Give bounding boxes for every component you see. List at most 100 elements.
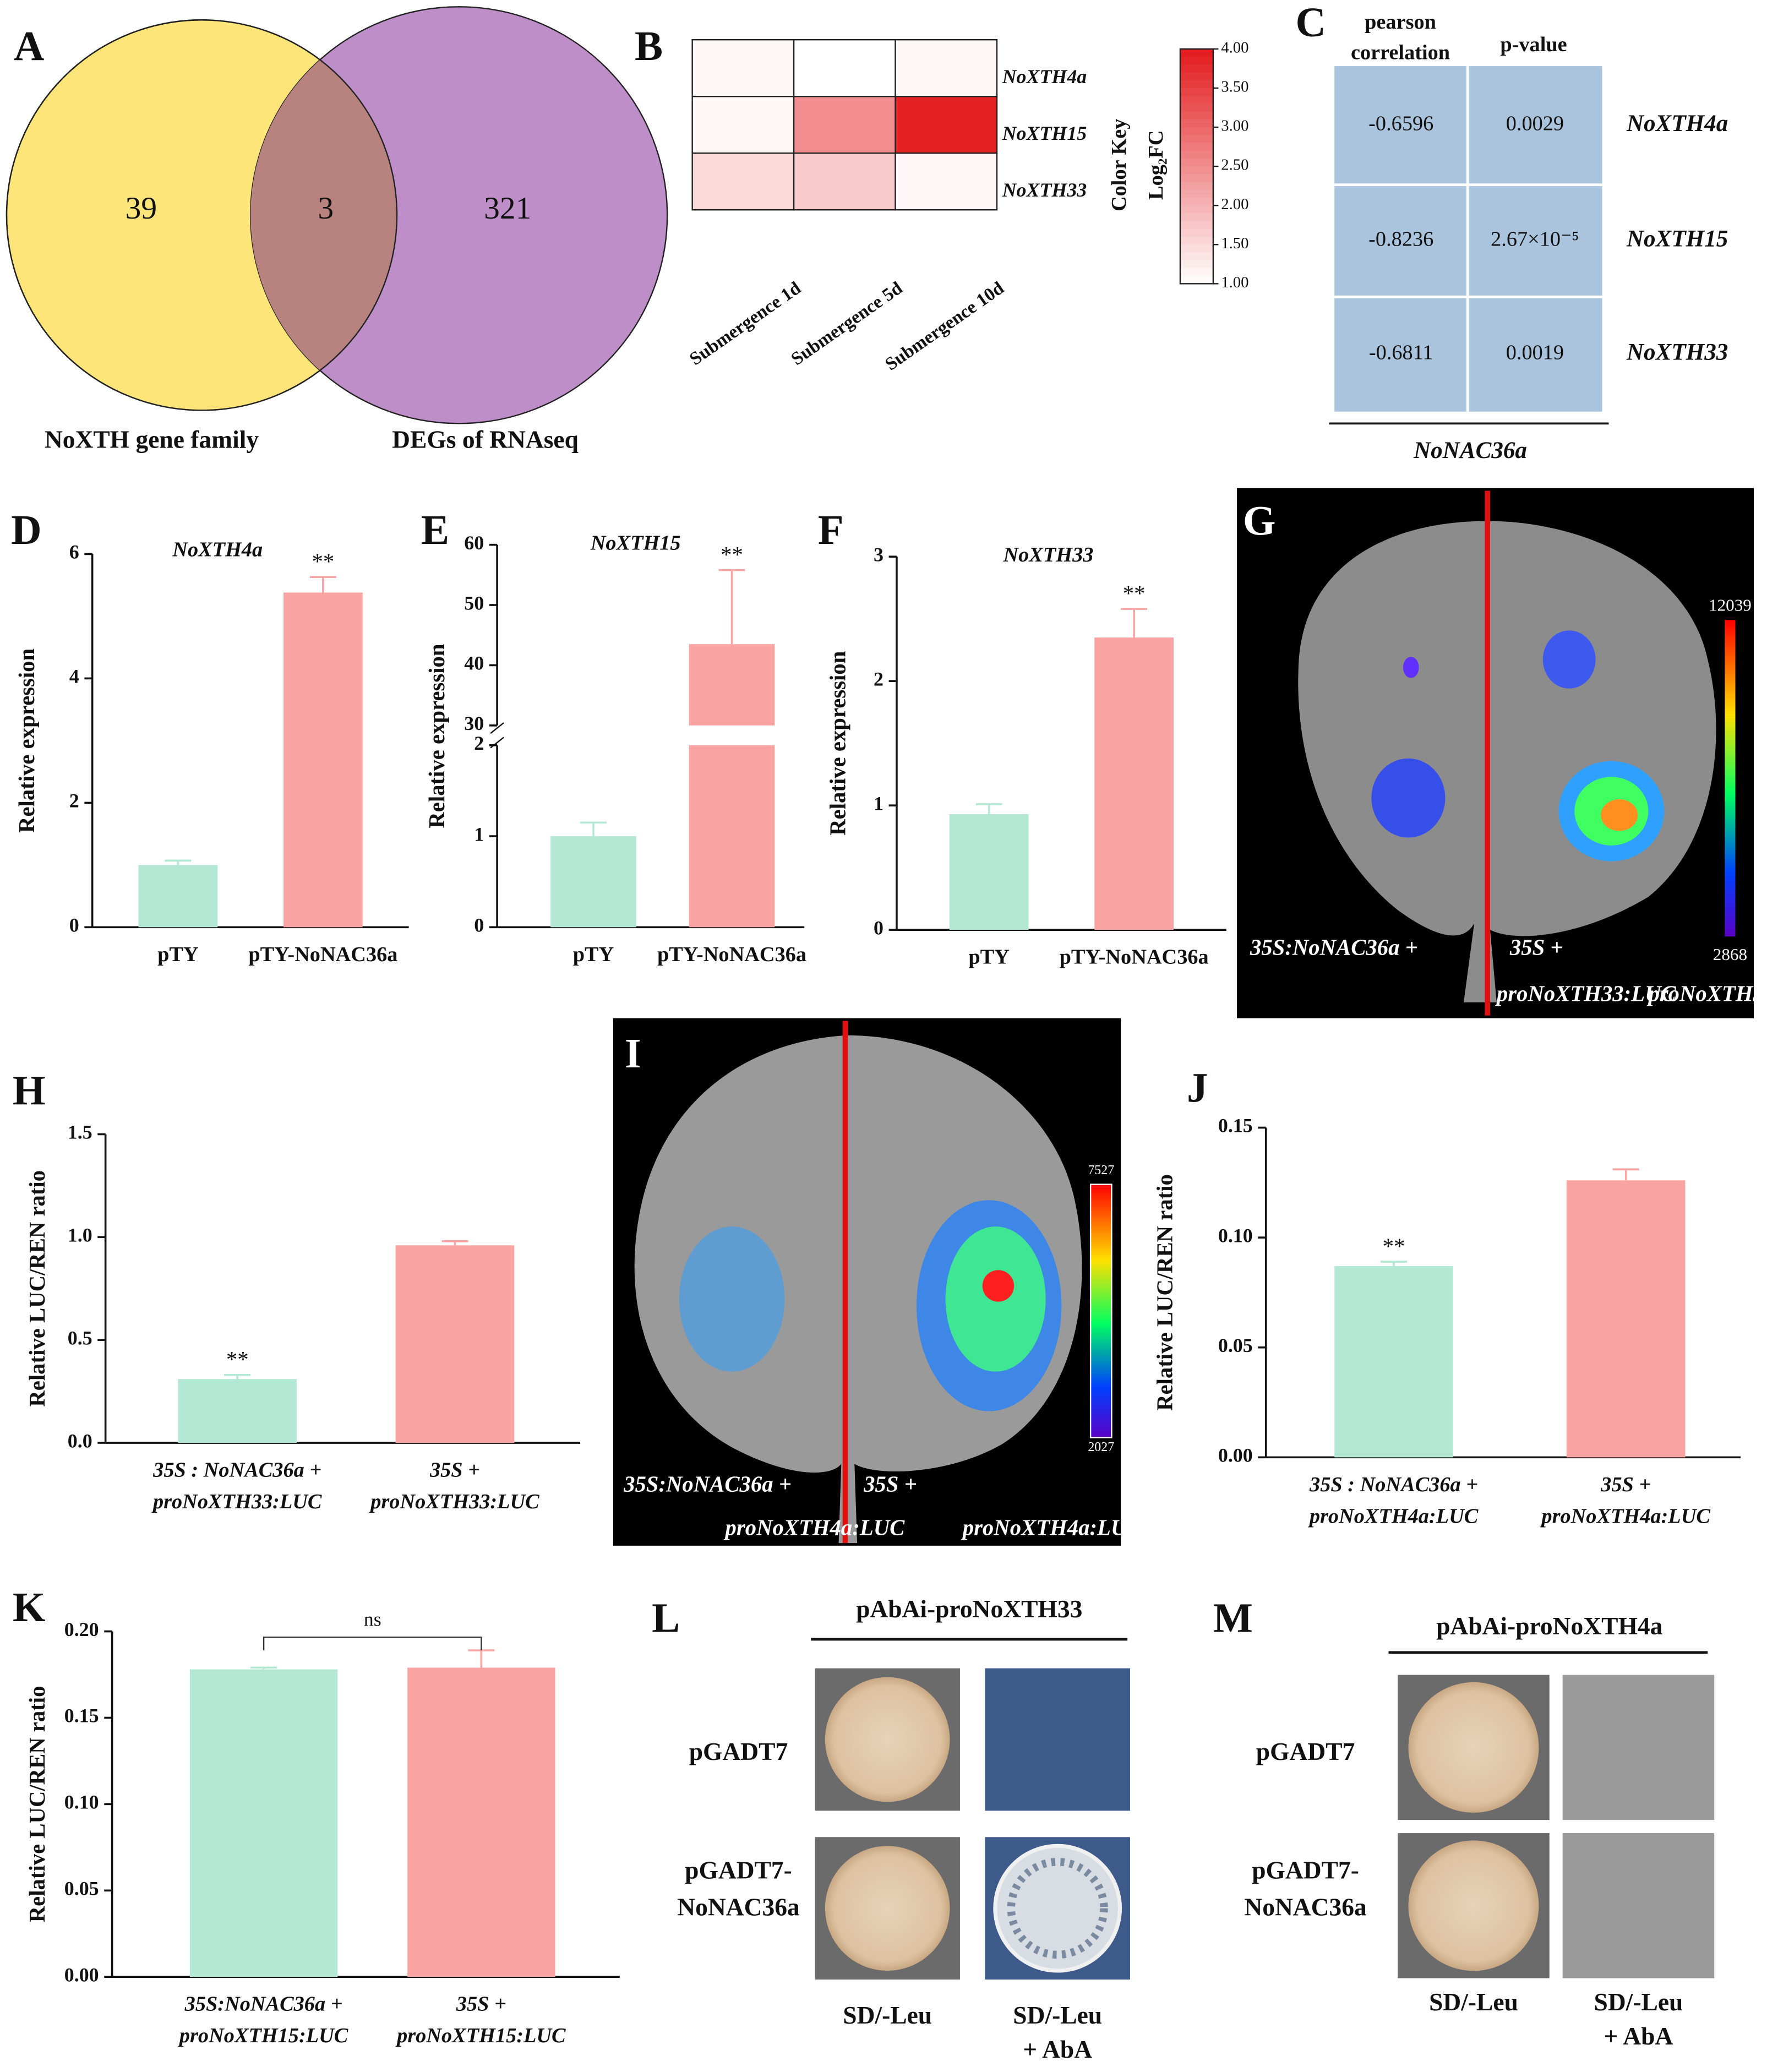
venn-count: 3: [318, 191, 334, 226]
row-label: pGADT7: [689, 1737, 788, 1765]
heat-cell: [895, 152, 998, 211]
y-tick-label: 0: [474, 914, 484, 936]
x-tick-label: 35S +: [1600, 1473, 1651, 1496]
colorbar-step: [1180, 228, 1213, 238]
caption: proNoXTH4a:LUC: [724, 1515, 906, 1540]
caption: proNoXTH33:LUC: [1495, 981, 1677, 1006]
bar: [1094, 637, 1174, 930]
colorbar-tick-label: 2.50: [1221, 156, 1248, 174]
colorbar-step: [1180, 127, 1213, 136]
heat-cell: [793, 95, 896, 154]
venn-count: 39: [126, 191, 157, 226]
column-label: SD/-Leu: [1594, 1988, 1683, 2016]
column-label: Submergence 1d: [686, 277, 805, 369]
y-tick-label: 1: [874, 792, 884, 814]
y-tick-label: 0.15: [64, 1705, 99, 1727]
colorbar-step: [1180, 48, 1213, 58]
caption: 35S:NoNAC36a +: [623, 1471, 792, 1496]
plate-cell: [985, 1668, 1130, 1811]
caption: proNoXTH4a:LUC: [961, 1515, 1143, 1540]
colorbar-tick-label: 3.50: [1221, 78, 1248, 96]
column-label: + AbA: [1604, 2022, 1673, 2050]
bar: [550, 836, 636, 928]
y-axis-label: Relative expression: [424, 644, 449, 828]
y-tick-label: 0.20: [64, 1618, 99, 1640]
significance: **: [1123, 581, 1146, 606]
y-tick-label: 0.0: [68, 1430, 92, 1452]
colorbar-step: [1180, 252, 1213, 261]
colorbar-step: [1180, 213, 1213, 222]
colorbar-tick-label: 2.00: [1221, 195, 1248, 213]
colony: [993, 1844, 1122, 1973]
x-tick-label: 35S : NoNAC36a +: [152, 1459, 321, 1482]
colony: [825, 1677, 950, 1802]
bar: [949, 814, 1029, 930]
colorbar-step: [1180, 80, 1213, 89]
bar: [138, 865, 218, 928]
colorbar-step: [1180, 88, 1213, 97]
colony-texture: [1007, 1858, 1108, 1959]
y-tick-label: 1: [474, 823, 484, 845]
colorbar-step: [1180, 244, 1213, 253]
panel-letter: C: [1295, 0, 1326, 46]
panel-letter: K: [13, 1584, 46, 1631]
panel-title: pAbAi-proNoXTH4a: [1436, 1612, 1663, 1640]
table-cell: 0.0029: [1506, 112, 1564, 135]
colony: [1408, 1840, 1539, 1971]
table-cell: -0.8236: [1368, 227, 1433, 250]
y-tick-label: 4: [69, 666, 79, 688]
row-label: pGADT7: [1256, 1737, 1355, 1765]
y-axis-label: Relative LUC/REN ratio: [25, 1686, 50, 1923]
x-tick-label: 35S:NoNAC36a +: [184, 1993, 343, 2016]
caption: proNoXTH33:LUC: [1646, 981, 1767, 1006]
y-tick-label: 0.00: [1218, 1444, 1253, 1466]
colorbar-step: [1180, 166, 1213, 175]
column-header: correlation: [1351, 41, 1450, 64]
chart-title: NoXTH15: [590, 531, 681, 554]
y-tick-label: 1.0: [68, 1224, 92, 1246]
x-tick-label: proNoXTH33:LUC: [151, 1490, 322, 1513]
luc-image-i: [613, 1018, 1121, 1546]
x-tick-label: 35S +: [456, 1993, 506, 2016]
colorbar-step: [1180, 135, 1213, 144]
colorbar-title: Color Key: [1108, 119, 1131, 211]
venn-count: 321: [484, 191, 531, 226]
y-tick-label: 0.15: [1218, 1115, 1253, 1137]
bar: [1566, 1180, 1686, 1458]
x-tick-label: pTY-NoNAC36a: [657, 943, 806, 966]
colorbar-step: [1180, 111, 1213, 121]
x-tick-label: proNoXTH4a:LUC: [1540, 1504, 1710, 1528]
bar: [407, 1667, 555, 1977]
table-cell: -0.6596: [1368, 112, 1433, 135]
colorbar-step: [1180, 150, 1213, 160]
y-axis-label: Relative LUC/REN ratio: [1152, 1174, 1177, 1411]
y-tick-label: 2: [69, 790, 79, 812]
chart-title: NoXTH4a: [172, 538, 263, 561]
colorbar-step: [1180, 205, 1213, 214]
significance: **: [1383, 1234, 1405, 1258]
y-axis-label: Relative expression: [14, 648, 39, 832]
y-tick-label: 40: [464, 652, 484, 674]
table-footer: NoNAC36a: [1413, 438, 1527, 464]
column-label: + AbA: [1023, 2035, 1092, 2063]
colorbar-step: [1180, 260, 1213, 269]
row-label: NoNAC36a: [1244, 1893, 1367, 1921]
column-header: p-value: [1500, 33, 1567, 56]
x-tick-label: proNoXTH15:LUC: [395, 2024, 566, 2047]
heat-cell: [691, 39, 795, 97]
colorbar-tick-label: 1.50: [1221, 235, 1248, 252]
panel-letter: D: [11, 506, 41, 553]
row-name: NoXTH4a: [1626, 111, 1728, 137]
y-tick-label: 30: [464, 712, 484, 734]
x-tick-label: 35S +: [429, 1459, 480, 1482]
table-cell: -0.6811: [1369, 341, 1433, 364]
y-axis-label: Relative LUC/REN ratio: [25, 1170, 50, 1407]
y-tick-label: 1.5: [68, 1121, 92, 1143]
panel-letter: E: [421, 506, 449, 553]
panel-title: pAbAi-proNoXTH33: [856, 1595, 1082, 1623]
colorbar-label: Log₂FC: [1144, 130, 1168, 200]
heat-cell: [895, 95, 998, 154]
y-tick-label: 0: [874, 917, 884, 939]
colony: [1408, 1682, 1539, 1813]
